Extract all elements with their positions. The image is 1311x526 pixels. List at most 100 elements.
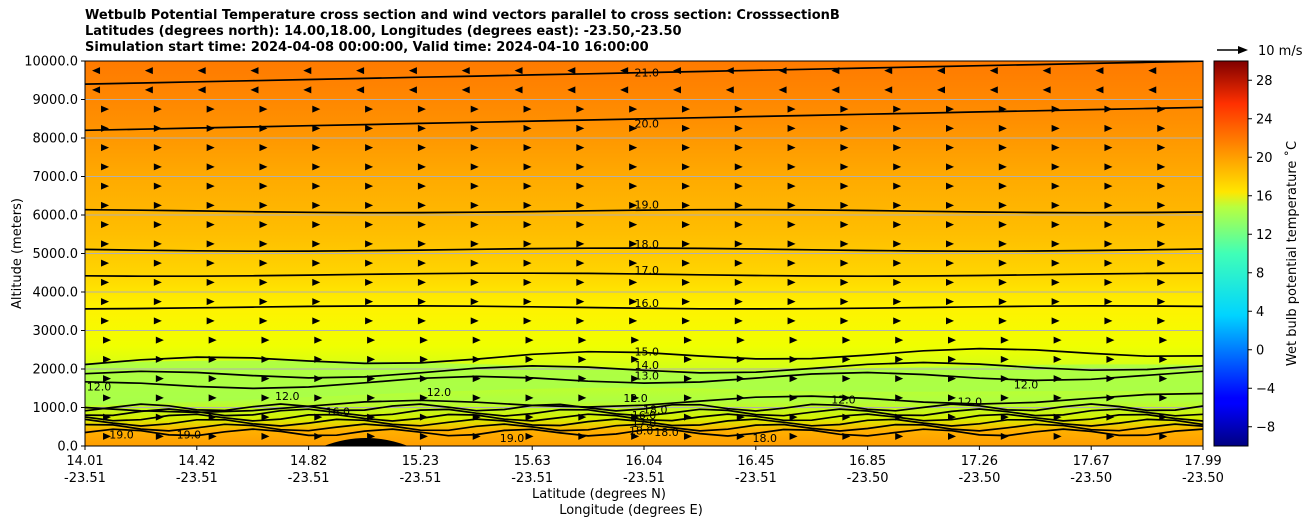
wind-arrow [1157, 240, 1166, 248]
wind-arrow [312, 298, 321, 306]
wind-arrow [734, 317, 743, 325]
wind-arrow [1051, 317, 1060, 325]
wind-arrow [681, 163, 690, 171]
contour-label: 16.0 [635, 297, 660, 310]
wind-arrow [789, 394, 798, 402]
wind-arrow [312, 201, 321, 209]
contour-label: 19.0 [177, 428, 202, 441]
x-tick-lon: -23.51 [176, 471, 218, 486]
wind-arrow [576, 240, 585, 248]
wind-arrow [1000, 394, 1009, 402]
wind-arrow [778, 86, 787, 94]
wind-arrow [312, 240, 321, 248]
wind-arrow [1051, 278, 1060, 286]
wind-arrow [303, 67, 312, 75]
contour-20.0 [85, 106, 1203, 132]
wind-arrow [895, 432, 904, 440]
wind-arrow [681, 105, 690, 113]
contour-label: 12.0 [427, 386, 452, 399]
wind-arrow [259, 124, 268, 132]
wind-arrow [620, 67, 629, 75]
contour-label: 17.0 [632, 417, 657, 430]
colorbar-tick-label: 4 [1256, 305, 1264, 320]
wind-arrow [840, 201, 849, 209]
wind-arrow [1148, 67, 1157, 75]
wind-arrow [417, 163, 426, 171]
wind-arrow [946, 317, 955, 325]
wind-arrow [155, 375, 164, 383]
wind-arrow [314, 375, 323, 383]
wind-arrow [842, 394, 851, 402]
wind-arrow [419, 394, 428, 402]
wind-arrow [631, 432, 640, 440]
wind-arrow [208, 355, 217, 363]
wind-arrow [312, 221, 321, 229]
wind-arrow [946, 144, 955, 152]
wind-arrow [365, 201, 374, 209]
wind-arrow [946, 201, 955, 209]
colorbar-tick-label: 24 [1256, 112, 1273, 127]
wind-arrow [840, 317, 849, 325]
wind-arrow [523, 182, 532, 190]
wind-arrow [948, 413, 957, 421]
y-tick-label: 1000.0 [33, 401, 79, 416]
wind-arrow [365, 124, 374, 132]
wind-arrow [683, 432, 692, 440]
wind-arrow [681, 298, 690, 306]
wind-arrow [367, 394, 376, 402]
wind-arrow [419, 336, 428, 344]
title-line-3: Simulation start time: 2024-04-08 00:00:… [85, 40, 649, 55]
wind-arrow [1104, 163, 1113, 171]
wind-arrow [734, 298, 743, 306]
colorbar [1213, 60, 1249, 447]
wind-arrow [672, 67, 681, 75]
wind-arrow [937, 86, 946, 94]
wind-arrow [840, 240, 849, 248]
x-tick-lat: 14.01 [66, 454, 103, 469]
wind-arrow [998, 182, 1007, 190]
contour-17.0 [85, 272, 1203, 278]
wind-arrow [1157, 201, 1166, 209]
wind-arrow [472, 355, 481, 363]
wind-arrow [578, 375, 587, 383]
wind-arrow [831, 67, 840, 75]
wind-arrow [840, 278, 849, 286]
wind-arrow [681, 259, 690, 267]
wind-arrow [261, 394, 270, 402]
wind-arrow [525, 413, 534, 421]
wind-arrow [1106, 432, 1115, 440]
wind-arrow [1042, 67, 1051, 75]
wind-arrow [259, 182, 268, 190]
contour-label: 19.0 [635, 199, 660, 212]
x-tick-lon: -23.51 [735, 471, 777, 486]
wind-arrow [470, 182, 479, 190]
x-tick-lon: -23.50 [847, 471, 889, 486]
wind-arrow [1157, 317, 1166, 325]
wind-arrow [365, 182, 374, 190]
contour-label: 12.0 [1014, 378, 1039, 391]
wind-arrow [144, 67, 153, 75]
wind-arrow [1159, 336, 1168, 344]
wind-arrow [417, 259, 426, 267]
wind-arrow [1051, 105, 1060, 113]
wind-arrow [683, 413, 692, 421]
contour-label: 16.0 [632, 409, 657, 422]
wind-arrow [525, 375, 534, 383]
wind-arrow [103, 375, 112, 383]
wind-arrow [103, 432, 112, 440]
x-axis-label-lat: Latitude (degrees N) [532, 487, 666, 502]
wind-arrow [946, 163, 955, 171]
wind-arrow [631, 355, 640, 363]
wind-arrow [989, 67, 998, 75]
wind-arrow [1053, 375, 1062, 383]
wind-arrow [153, 144, 162, 152]
wind-arrow [365, 163, 374, 171]
wind-arrow [789, 355, 798, 363]
wind-arrow [92, 67, 101, 75]
wind-arrow [893, 298, 902, 306]
contour-label: 18.0 [654, 426, 679, 439]
wind-arrow [153, 259, 162, 267]
wind-arrow [206, 105, 215, 113]
wind-arrow [787, 221, 796, 229]
wind-arrow [842, 336, 851, 344]
